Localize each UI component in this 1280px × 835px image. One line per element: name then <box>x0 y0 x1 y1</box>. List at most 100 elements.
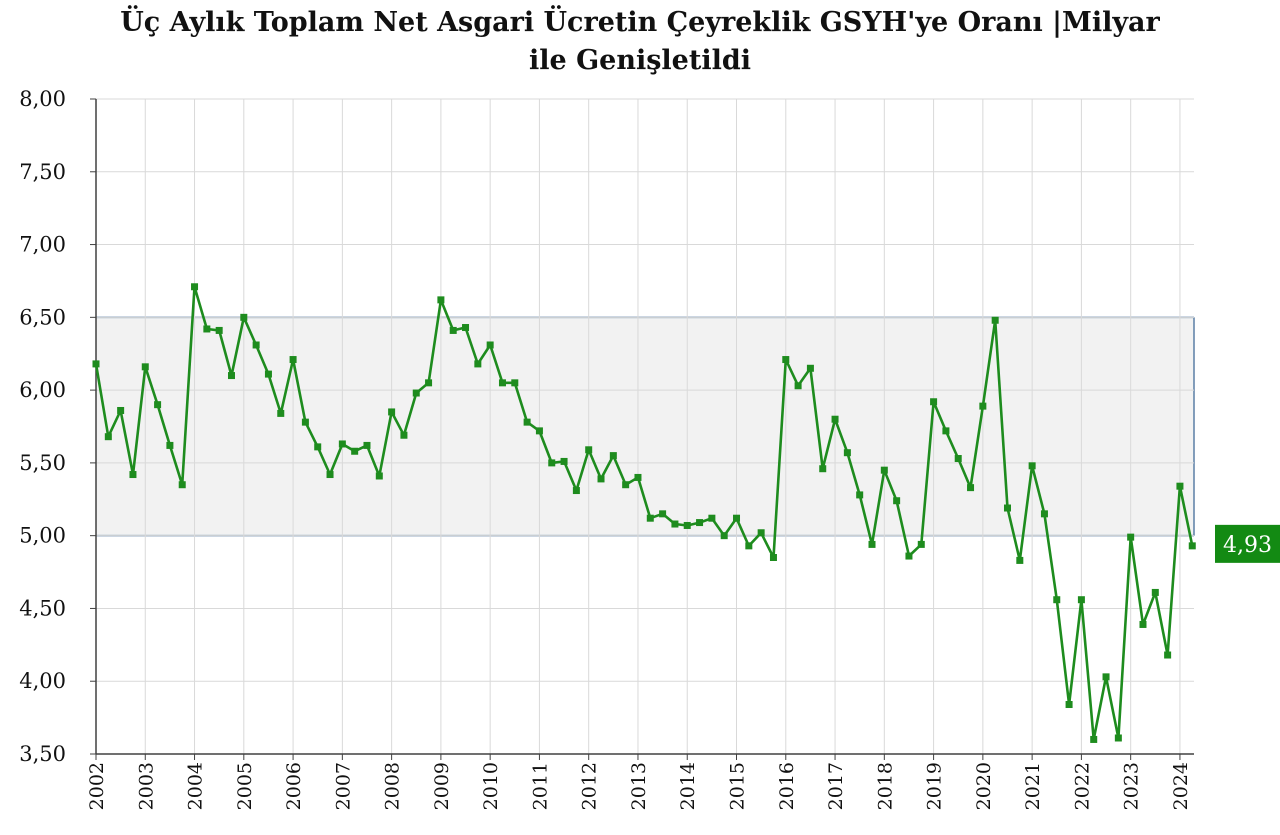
series-line <box>94 285 1194 741</box>
chart-title-line-1: Üç Aylık Toplam Net Asgari Ücretin Çeyre… <box>120 7 1160 38</box>
data-point <box>757 529 765 537</box>
y-tick-label: 6,00 <box>19 378 66 402</box>
data-point <box>893 497 901 505</box>
data-point <box>572 487 580 495</box>
x-tick-label: 2004 <box>185 762 207 810</box>
data-point <box>486 341 494 349</box>
x-tick-label: 2018 <box>874 762 896 810</box>
data-point <box>191 283 199 291</box>
data-point <box>696 519 704 527</box>
y-tick-label: 5,50 <box>19 451 66 475</box>
data-point <box>498 379 506 387</box>
data-point <box>954 455 962 463</box>
data-point <box>1164 651 1172 659</box>
data-point <box>1188 542 1196 550</box>
data-point <box>979 402 987 410</box>
data-point <box>1016 556 1024 564</box>
y-tick-label: 7,00 <box>19 233 66 257</box>
data-point <box>104 433 112 441</box>
x-tick-label: 2016 <box>776 762 798 810</box>
y-tick-label: 7,50 <box>19 160 66 184</box>
x-tick-label: 2023 <box>1121 762 1143 810</box>
data-point <box>92 360 100 368</box>
data-point <box>819 465 827 473</box>
data-point <box>400 431 408 439</box>
data-point <box>794 382 802 390</box>
data-point <box>720 532 728 540</box>
data-point <box>141 363 149 371</box>
data-point <box>425 379 433 387</box>
data-point <box>326 471 334 479</box>
data-point <box>338 440 346 448</box>
data-point <box>991 316 999 324</box>
x-tick-label: 2011 <box>529 762 551 810</box>
data-point <box>917 540 925 548</box>
x-tick-label: 2012 <box>579 762 601 810</box>
data-point <box>412 389 420 397</box>
x-tick-label: 2003 <box>135 762 157 810</box>
data-point <box>154 401 162 409</box>
x-tick-label: 2010 <box>480 762 502 810</box>
data-point <box>523 418 531 426</box>
data-point <box>462 324 470 332</box>
data-point <box>1139 620 1147 628</box>
data-point <box>609 452 617 460</box>
data-point <box>548 459 556 467</box>
data-point <box>264 370 272 378</box>
x-tick-label: 2019 <box>924 762 946 810</box>
data-point <box>511 379 519 387</box>
y-tick-label: 4,00 <box>19 669 66 693</box>
x-tick-label: 2014 <box>677 762 699 810</box>
data-point <box>856 491 864 499</box>
series-group <box>92 283 1196 743</box>
x-tick-label: 2017 <box>825 762 847 810</box>
data-point <box>1053 596 1061 604</box>
data-point <box>831 415 839 423</box>
x-tick-label: 2009 <box>431 762 453 810</box>
data-point <box>301 418 309 426</box>
data-point <box>314 443 322 451</box>
data-point <box>437 296 445 304</box>
chart-title: Üç Aylık Toplam Net Asgari Ücretin Çeyre… <box>0 4 1280 80</box>
x-tick-label: 2013 <box>628 762 650 810</box>
data-point <box>671 520 679 528</box>
data-point <box>1151 588 1159 596</box>
data-point <box>1040 510 1048 518</box>
y-tick-label: 3,50 <box>19 742 66 766</box>
x-tick-label: 2021 <box>1022 762 1044 810</box>
data-point <box>215 326 223 334</box>
data-point <box>1065 701 1073 709</box>
data-point <box>967 484 975 492</box>
data-point <box>351 447 359 455</box>
x-tick-label: 2007 <box>332 762 354 810</box>
data-point <box>843 449 851 457</box>
y-tick-label: 8,00 <box>19 87 66 111</box>
data-point <box>1090 735 1098 743</box>
data-point <box>634 473 642 481</box>
last-value-label: 4,93 <box>1223 533 1272 558</box>
x-tick-label: 2022 <box>1071 762 1093 810</box>
data-point <box>659 510 667 518</box>
data-point <box>240 313 248 321</box>
x-tick-label: 2020 <box>973 762 995 810</box>
data-point <box>1176 482 1184 490</box>
data-point <box>745 542 753 550</box>
data-point <box>117 406 125 414</box>
data-point <box>203 325 211 333</box>
data-point <box>880 466 888 474</box>
data-point <box>905 552 913 560</box>
data-point <box>1077 596 1085 604</box>
data-point <box>683 521 691 529</box>
data-point <box>868 540 876 548</box>
data-point <box>1003 504 1011 512</box>
data-point <box>942 427 950 435</box>
data-point <box>646 514 654 522</box>
x-tick-label: 2006 <box>283 762 305 810</box>
data-point <box>769 554 777 561</box>
data-point <box>1028 462 1036 470</box>
data-point <box>560 457 568 465</box>
y-tick-label: 5,00 <box>19 524 66 548</box>
data-point <box>1114 734 1122 742</box>
x-tick-label: 2005 <box>234 762 256 810</box>
